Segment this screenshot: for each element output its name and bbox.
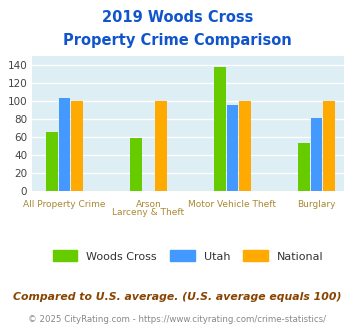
Text: © 2025 CityRating.com - https://www.cityrating.com/crime-statistics/: © 2025 CityRating.com - https://www.city… — [28, 315, 327, 324]
Bar — [214, 67, 226, 191]
Text: Burglary: Burglary — [297, 200, 335, 210]
Legend: Woods Cross, Utah, National: Woods Cross, Utah, National — [49, 246, 328, 266]
Bar — [298, 143, 310, 191]
Text: Motor Vehicle Theft: Motor Vehicle Theft — [189, 200, 277, 210]
Bar — [155, 101, 167, 191]
Bar — [226, 105, 238, 191]
Bar — [323, 101, 335, 191]
Text: Compared to U.S. average. (U.S. average equals 100): Compared to U.S. average. (U.S. average … — [13, 292, 342, 302]
Text: Property Crime Comparison: Property Crime Comparison — [63, 33, 292, 48]
Bar — [130, 138, 142, 191]
Text: Arson: Arson — [136, 200, 162, 210]
Text: 2019 Woods Cross: 2019 Woods Cross — [102, 10, 253, 25]
Bar — [46, 132, 58, 191]
Text: All Property Crime: All Property Crime — [23, 200, 106, 210]
Text: Larceny & Theft: Larceny & Theft — [113, 208, 185, 216]
Bar — [311, 118, 322, 191]
Bar — [59, 98, 70, 191]
Bar — [239, 101, 251, 191]
Bar — [71, 101, 83, 191]
